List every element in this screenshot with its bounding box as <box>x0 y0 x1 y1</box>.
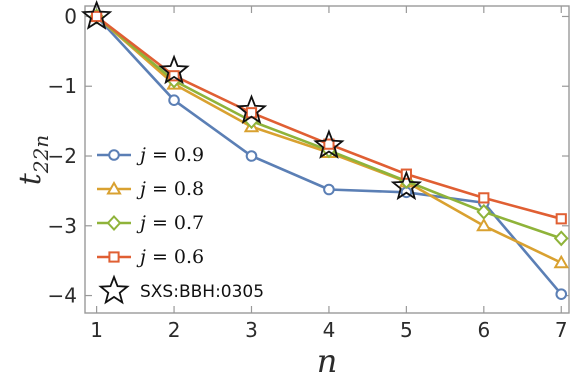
y-tick-label: −1 <box>48 74 77 98</box>
legend-label-var: j <box>136 178 146 200</box>
legend-label: j = 0.6 <box>136 246 204 268</box>
data-point <box>323 138 335 150</box>
legend-label-val: = 0.9 <box>146 144 204 166</box>
reference-point <box>158 54 190 85</box>
y-axis-label: t22n <box>13 135 53 185</box>
legend-star <box>98 274 130 305</box>
legend-item: j = 0.7 <box>97 212 204 234</box>
y-tick-label: 0 <box>64 4 77 28</box>
x-tick-label: 2 <box>168 318 181 342</box>
data-point <box>91 10 103 23</box>
reference-point <box>80 0 113 30</box>
legend-label-var: j <box>136 144 146 166</box>
x-tick-label: 6 <box>477 318 490 342</box>
y-axis-label-main: t <box>13 172 48 185</box>
legend-label-reference: SXS:BBH:0305 <box>140 282 264 302</box>
series-star-reference <box>80 0 423 201</box>
legend-label-val: = 0.7 <box>146 212 204 234</box>
legend-item: j = 0.9 <box>97 144 204 166</box>
axis-ticks: 1 2 3 4 5 6 7 0 −1 −2 −3 −4 <box>48 4 569 342</box>
legend-item-reference: SXS:BBH:0305 <box>98 274 264 305</box>
data-point <box>323 183 335 196</box>
series-line <box>95 15 562 240</box>
data-point <box>476 217 492 232</box>
data-point <box>478 192 490 204</box>
data-point <box>553 254 569 269</box>
legend-marker <box>108 149 120 161</box>
svg-text:t22n: t22n <box>13 135 53 185</box>
data-point <box>553 230 569 247</box>
legend-label-var: j <box>136 212 146 234</box>
y-tick-label: −3 <box>48 214 77 238</box>
x-tick-label: 7 <box>555 318 568 342</box>
series-layer <box>80 0 569 300</box>
legend-marker <box>106 215 122 231</box>
data-point <box>245 150 258 162</box>
legend-label: j = 0.9 <box>136 144 204 166</box>
legend-marker <box>106 180 122 195</box>
x-tick-label: 4 <box>323 318 336 342</box>
legend-label: j = 0.8 <box>136 178 204 200</box>
legend-item: j = 0.8 <box>97 178 204 200</box>
legend-label-val: = 0.6 <box>146 246 204 268</box>
data-point <box>476 203 492 220</box>
y-tick-label: −4 <box>48 284 77 308</box>
reference-point <box>390 170 423 201</box>
reference-point <box>313 129 345 159</box>
y-tick-label: −2 <box>48 144 77 168</box>
series-diamond <box>89 8 569 247</box>
x-tick-label: 5 <box>400 318 413 342</box>
legend-item: j = 0.6 <box>97 246 204 268</box>
x-tick-label: 3 <box>245 318 258 342</box>
data-point <box>168 70 180 82</box>
reference-point <box>235 94 268 125</box>
legend-label-var: j <box>136 246 146 268</box>
x-tick-label: 1 <box>90 318 103 342</box>
legend-label-val: = 0.8 <box>146 178 204 200</box>
data-point <box>168 94 180 106</box>
legend-marker <box>108 251 120 263</box>
data-point <box>555 288 568 300</box>
x-axis-label: n <box>317 342 338 376</box>
data-point <box>555 213 567 225</box>
legend-label: j = 0.7 <box>136 212 204 234</box>
y-axis-label-sub: 22n <box>29 135 53 174</box>
plot-frame <box>84 5 570 314</box>
